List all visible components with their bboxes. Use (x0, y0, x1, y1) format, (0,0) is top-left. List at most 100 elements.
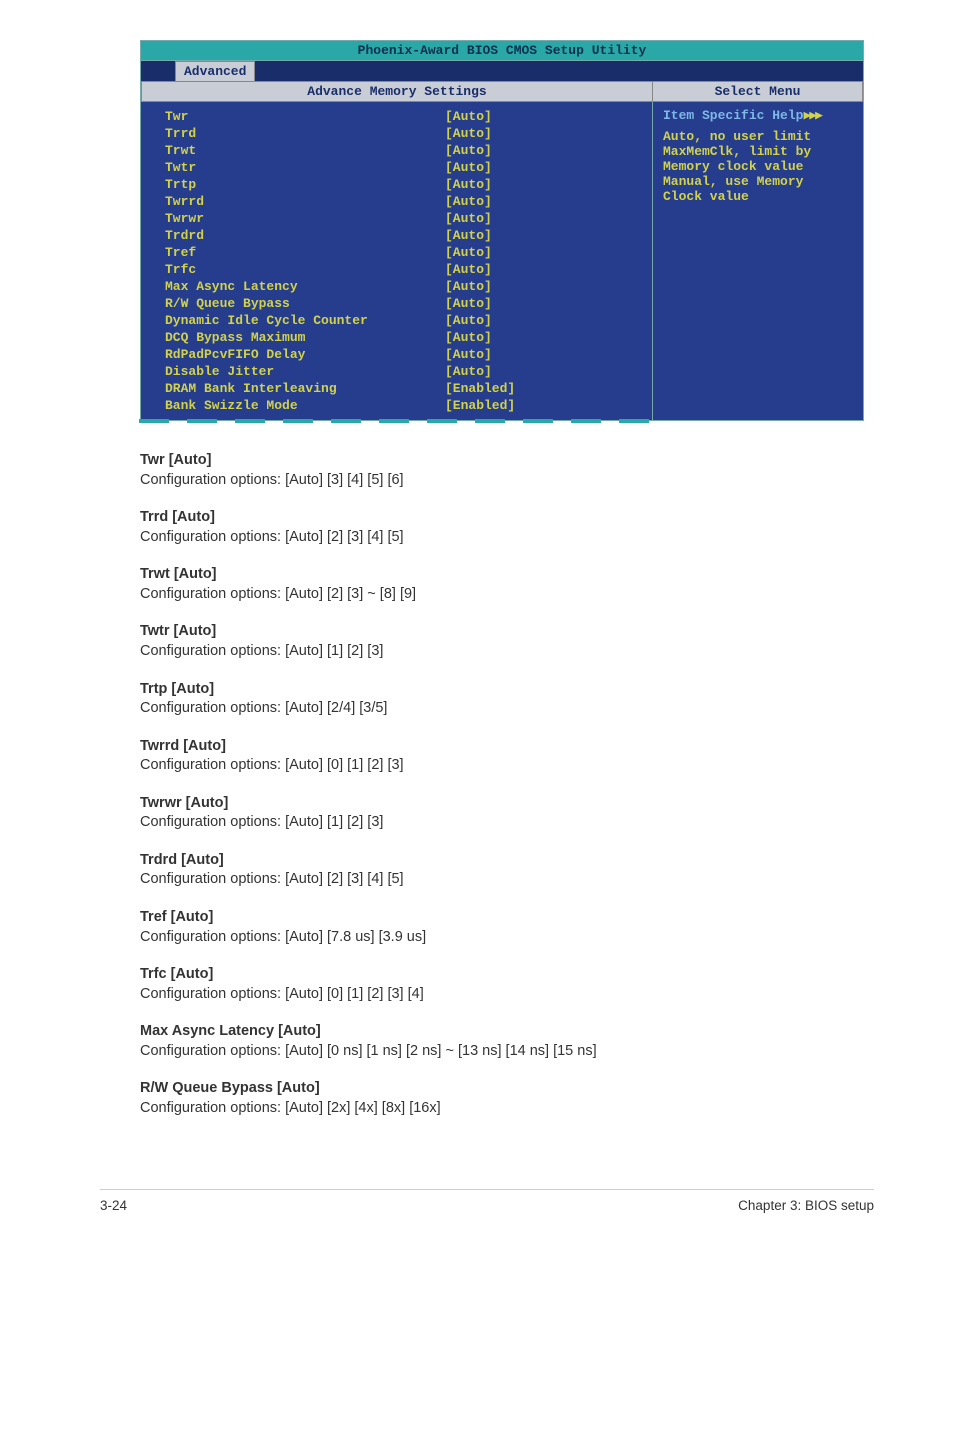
bios-setting-row[interactable]: Trwt[Auto] (165, 142, 642, 159)
config-item-description: Configuration options: [Auto] [2/4] [3/5… (140, 699, 854, 719)
bios-setting-row[interactable]: R/W Queue Bypass[Auto] (165, 295, 642, 312)
bios-setting-label: Trtp (165, 176, 445, 193)
bios-setting-row[interactable]: Twtr[Auto] (165, 159, 642, 176)
bios-setting-row[interactable]: Twrrd[Auto] (165, 193, 642, 210)
bios-setting-label: Twrwr (165, 210, 445, 227)
bios-help-head-text: Item Specific Help (663, 108, 803, 123)
page-content: Twr [Auto] Configuration options: [Auto] … (140, 451, 854, 1119)
bios-setting-value: [Auto] (445, 329, 492, 346)
bios-setting-row[interactable]: RdPadPcvFIFO Delay[Auto] (165, 346, 642, 363)
bios-setting-row[interactable]: DRAM Bank Interleaving[Enabled] (165, 380, 642, 397)
config-item-description: Configuration options: [Auto] [0 ns] [1 … (140, 1042, 854, 1062)
bios-setting-value: [Auto] (445, 125, 492, 142)
config-item-description: Configuration options: [Auto] [3] [4] [5… (140, 471, 854, 491)
config-item-heading: Trtp [Auto] (140, 681, 214, 697)
bios-help-heading: Item Specific Help▶▶▶ (663, 108, 853, 123)
config-item-heading: Tref [Auto] (140, 909, 213, 925)
bios-setting-label: Twr (165, 108, 445, 125)
config-item: Trrd [Auto]Configuration options: [Auto]… (140, 508, 854, 547)
bios-help-line: Clock value (663, 189, 853, 204)
bios-setting-value: [Auto] (445, 142, 492, 159)
config-item-heading: Twrwr [Auto] (140, 795, 228, 811)
bios-setting-row[interactable]: Disable Jitter[Auto] (165, 363, 642, 380)
bios-setting-label: DCQ Bypass Maximum (165, 329, 445, 346)
bios-setting-value: [Auto] (445, 210, 492, 227)
bios-setting-row[interactable]: Trtp[Auto] (165, 176, 642, 193)
bios-setting-value: [Auto] (445, 295, 492, 312)
bios-setting-value: [Auto] (445, 159, 492, 176)
bios-setting-label: Trdrd (165, 227, 445, 244)
config-item-heading: R/W Queue Bypass [Auto] (140, 1080, 320, 1096)
config-item: Twrwr [Auto] Configuration options: [Auto… (140, 794, 854, 833)
chapter-title: Chapter 3: BIOS setup (738, 1198, 874, 1213)
bios-tab-advanced[interactable]: Advanced (175, 61, 255, 81)
bios-setting-label: RdPadPcvFIFO Delay (165, 346, 445, 363)
bios-setting-label: Bank Swizzle Mode (165, 397, 445, 414)
config-item: Trdrd [Auto]Configuration options: [Auto… (140, 851, 854, 890)
bios-setting-row[interactable]: Dynamic Idle Cycle Counter[Auto] (165, 312, 642, 329)
bios-help-line: MaxMemClk, limit by (663, 144, 853, 159)
bios-setting-label: Trrd (165, 125, 445, 142)
bios-setting-value: [Auto] (445, 227, 492, 244)
bios-setting-value: [Auto] (445, 176, 492, 193)
bios-setting-row[interactable]: Trfc[Auto] (165, 261, 642, 278)
bios-header-right: Select Menu (653, 81, 863, 102)
bios-tab-row: Advanced (140, 61, 864, 81)
config-item: Trwt [Auto] Configuration options: [Auto]… (140, 565, 854, 604)
bios-setting-row[interactable]: Trrd[Auto] (165, 125, 642, 142)
config-item: Max Async Latency [Auto] Configuration op… (140, 1022, 854, 1061)
config-item-heading: Twr [Auto] (140, 452, 211, 468)
config-item-heading: Trwt [Auto] (140, 566, 217, 582)
bios-help-body: Auto, no user limitMaxMemClk, limit byMe… (663, 129, 853, 204)
config-item-description: Configuration options: [Auto] [0] [1] [2… (140, 985, 854, 1005)
config-item: Trfc [Auto]Configuration options: [Auto]… (140, 965, 854, 1004)
config-item-description: Configuration options: [Auto] [1] [2] [3… (140, 813, 854, 833)
bios-body: Twr[Auto]Trrd[Auto]Trwt[Auto]Twtr[Auto]T… (140, 102, 864, 421)
config-item-description: Configuration options: [Auto] [7.8 us] [… (140, 928, 854, 948)
config-item-description: Configuration options: [Auto] [2x] [4x] … (140, 1099, 854, 1119)
bios-setting-value: [Auto] (445, 193, 492, 210)
bios-setting-row[interactable]: DCQ Bypass Maximum[Auto] (165, 329, 642, 346)
bios-panel: Phoenix-Award BIOS CMOS Setup Utility Ad… (140, 40, 864, 421)
bios-setting-row[interactable]: Twrwr[Auto] (165, 210, 642, 227)
bios-setting-label: Disable Jitter (165, 363, 445, 380)
bios-setting-value: [Auto] (445, 244, 492, 261)
config-item-heading: Trdrd [Auto] (140, 852, 224, 868)
bios-setting-label: Max Async Latency (165, 278, 445, 295)
bios-setting-value: [Auto] (445, 108, 492, 125)
config-item: Twtr [Auto] Configuration options: [Auto]… (140, 622, 854, 661)
bios-setting-row[interactable]: Max Async Latency[Auto] (165, 278, 642, 295)
bios-setting-row[interactable]: Tref[Auto] (165, 244, 642, 261)
bios-setting-value: [Auto] (445, 346, 492, 363)
config-item: Tref [Auto] Configuration options: [Auto]… (140, 908, 854, 947)
bios-help-pane: Item Specific Help▶▶▶ Auto, no user limi… (653, 102, 863, 420)
triangle-icon: ▶▶▶ (803, 108, 820, 123)
bios-header-left: Advance Memory Settings (141, 81, 653, 102)
bios-setting-label: Trwt (165, 142, 445, 159)
config-item-description: Configuration options: [Auto] [2] [3] ~ … (140, 585, 854, 605)
bios-header-row: Advance Memory Settings Select Menu (140, 81, 864, 102)
config-item: Twr [Auto] Configuration options: [Auto] … (140, 451, 854, 490)
bios-setting-label: Tref (165, 244, 445, 261)
config-item-heading: Twtr [Auto] (140, 623, 216, 639)
bios-setting-value: [Auto] (445, 312, 492, 329)
config-item: R/W Queue Bypass [Auto] Configuration opt… (140, 1079, 854, 1118)
bios-setting-label: Twtr (165, 159, 445, 176)
config-item-description: Configuration options: [Auto] [1] [2] [3… (140, 642, 854, 662)
config-item-heading: Twrrd [Auto] (140, 738, 226, 754)
bios-title-bar: Phoenix-Award BIOS CMOS Setup Utility (140, 40, 864, 61)
bios-setting-value: [Enabled] (445, 380, 515, 397)
bios-settings-pane: Twr[Auto]Trrd[Auto]Trwt[Auto]Twtr[Auto]T… (141, 102, 653, 420)
bios-help-line: Memory clock value (663, 159, 853, 174)
bios-setting-row[interactable]: Trdrd[Auto] (165, 227, 642, 244)
config-item-heading: Max Async Latency [Auto] (140, 1023, 321, 1039)
bios-setting-value: [Auto] (445, 261, 492, 278)
bios-setting-row[interactable]: Twr[Auto] (165, 108, 642, 125)
bios-setting-row[interactable]: Bank Swizzle Mode[Enabled] (165, 397, 642, 414)
bios-setting-value: [Enabled] (445, 397, 515, 414)
bios-setting-label: Dynamic Idle Cycle Counter (165, 312, 445, 329)
bios-setting-label: Trfc (165, 261, 445, 278)
bios-help-line: Manual, use Memory (663, 174, 853, 189)
config-item-description: Configuration options: [Auto] [2] [3] [4… (140, 528, 854, 548)
page-footer: 3-24 Chapter 3: BIOS setup (100, 1189, 874, 1213)
